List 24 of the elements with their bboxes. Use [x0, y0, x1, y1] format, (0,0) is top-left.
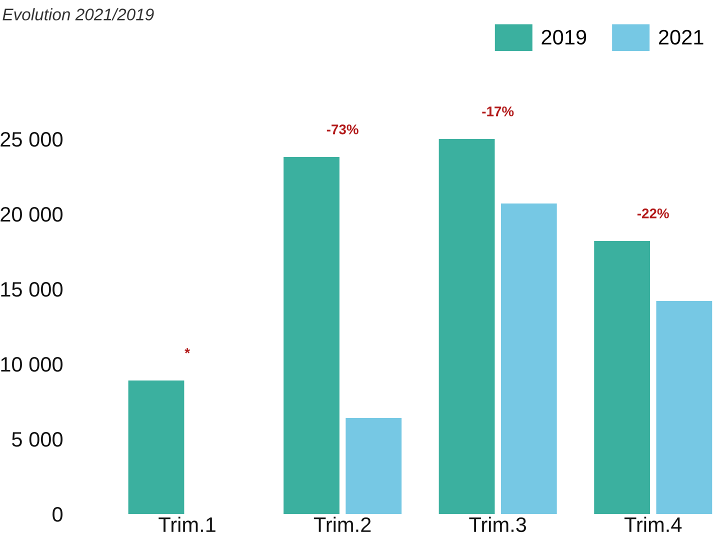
bar: [438, 139, 495, 514]
x-tick-label: Trim.4: [624, 516, 682, 532]
bar: [128, 380, 184, 514]
y-tick-label: 15 000: [1, 282, 63, 297]
text: -73%: [326, 124, 358, 134]
annotation: *: [184, 348, 190, 354]
y-tick-label: 5 000: [12, 432, 63, 447]
x-tick-label: Trim.2: [314, 516, 371, 532]
bar: [284, 157, 340, 514]
y-tick-label: 10 000: [1, 357, 63, 372]
y-tick-label: 20 000: [0, 207, 63, 222]
x-tick-label: Trim.3: [469, 516, 526, 532]
text: -17%: [482, 106, 514, 116]
legend-label: 2021: [658, 30, 704, 45]
bar: [346, 418, 402, 514]
x-tick-label: Trim.1: [158, 516, 216, 532]
annotation: -22%: [637, 208, 669, 218]
y-tick-label: 25 000: [0, 132, 63, 147]
bar: [656, 301, 712, 514]
chart-title: Evolution 2021/2019: [2, 8, 154, 20]
y-tick-label: 0: [52, 507, 63, 522]
bar: [500, 204, 557, 514]
legend-label: 2019: [542, 30, 586, 45]
bar: [594, 241, 650, 514]
